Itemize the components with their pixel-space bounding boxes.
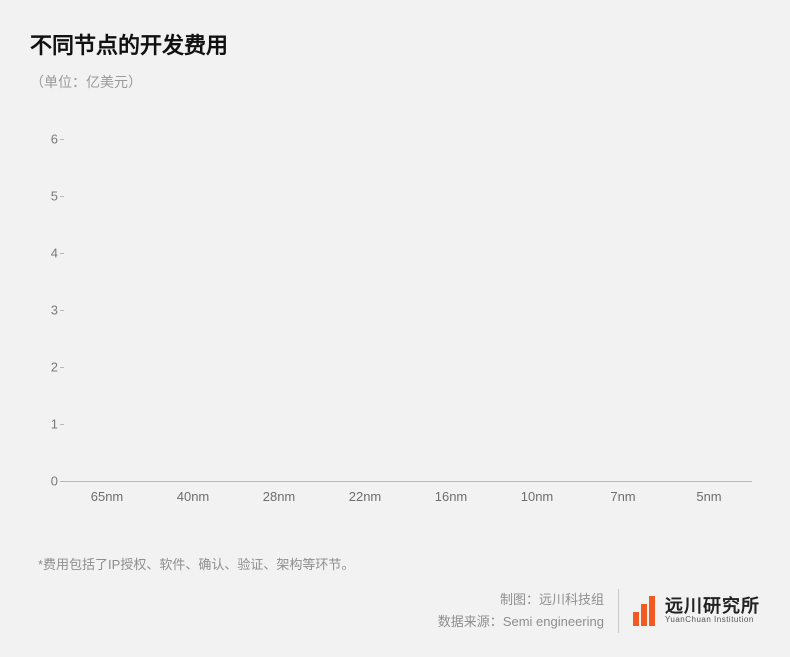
y-tick-mark: [60, 367, 64, 368]
chart-subtitle: （单位：亿美元）: [30, 72, 760, 92]
credits-block: 制图：远川科技组 数据来源：Semi engineering: [438, 589, 618, 633]
y-tick-label: 3: [36, 302, 58, 317]
logo-text: 远川研究所 YuanChuan Institution: [665, 597, 760, 626]
x-tick-label: 7nm: [610, 489, 635, 504]
x-tick-label: 28nm: [263, 489, 296, 504]
x-tick-label: 22nm: [349, 489, 382, 504]
x-tick-label: 40nm: [177, 489, 210, 504]
bars-container: 65nm40nm28nm22nm16nm10nm7nm5nm: [64, 110, 752, 481]
y-tick-mark: [60, 139, 64, 140]
logo-bar-icon: [633, 612, 639, 626]
y-tick-label: 1: [36, 416, 58, 431]
x-tick-label: 65nm: [91, 489, 124, 504]
y-tick-label: 5: [36, 188, 58, 203]
y-tick-mark: [60, 310, 64, 311]
credits-row: 制图：远川科技组 数据来源：Semi engineering 远川研究所 Yua…: [438, 589, 760, 633]
vertical-divider: [618, 589, 619, 633]
x-tick-label: 5nm: [696, 489, 721, 504]
y-tick-mark: [60, 196, 64, 197]
logo-bars-icon: [633, 596, 657, 626]
logo-en: YuanChuan Institution: [665, 616, 760, 625]
x-tick-label: 10nm: [521, 489, 554, 504]
logo: 远川研究所 YuanChuan Institution: [633, 596, 760, 626]
credit-value: Semi engineering: [503, 614, 604, 629]
chart-title: 不同节点的开发费用: [30, 28, 760, 60]
y-tick-label: 6: [36, 131, 58, 146]
credit-label: 数据来源：: [438, 614, 503, 629]
credit-label: 制图：: [500, 592, 539, 607]
credit-line-2: 数据来源：Semi engineering: [438, 611, 604, 633]
credit-line-1: 制图：远川科技组: [438, 589, 604, 611]
y-tick-label: 4: [36, 245, 58, 260]
x-tick-label: 16nm: [435, 489, 468, 504]
y-tick-label: 0: [36, 474, 58, 489]
logo-cn: 远川研究所: [665, 597, 760, 617]
logo-bar-icon: [641, 604, 647, 626]
y-tick-mark: [60, 253, 64, 254]
y-tick-label: 2: [36, 359, 58, 374]
credit-value: 远川科技组: [539, 592, 604, 607]
logo-bar-icon: [649, 596, 655, 626]
y-tick-mark: [60, 481, 64, 482]
plot-region: 65nm40nm28nm22nm16nm10nm7nm5nm 0123456: [64, 110, 752, 482]
y-tick-mark: [60, 424, 64, 425]
chart-area: 65nm40nm28nm22nm16nm10nm7nm5nm 0123456: [36, 110, 760, 510]
footnote: *费用包括了IP授权、软件、确认、验证、架构等环节。: [38, 554, 760, 573]
